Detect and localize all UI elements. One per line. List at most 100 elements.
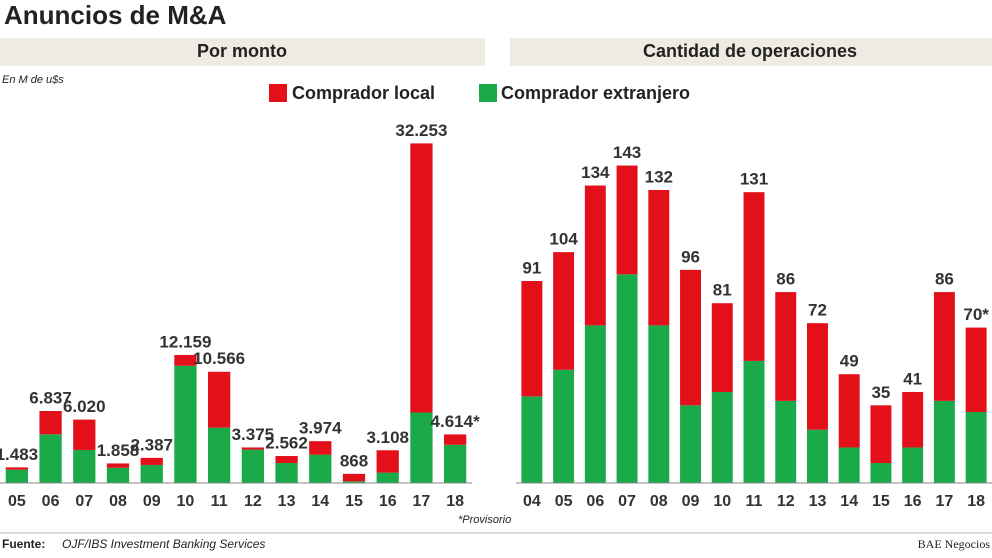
x-tick-label: 11: [746, 493, 763, 510]
bar-segment: [39, 434, 62, 483]
bar-segment: [73, 419, 96, 450]
total-label: 6.020: [63, 397, 106, 416]
x-tick-label: 04: [523, 493, 541, 510]
x-tick-label: 10: [177, 493, 195, 510]
credit: BAE Negocios: [918, 537, 991, 551]
bar-segment: [806, 429, 828, 483]
bar-segment: [39, 411, 62, 435]
total-label: 1.858: [97, 441, 140, 460]
total-label: 104: [549, 230, 578, 249]
x-tick-label: 15: [345, 493, 363, 510]
bar-segment: [743, 192, 765, 361]
bar-segment: [965, 327, 987, 412]
bar-segment: [838, 374, 860, 448]
bar-segment: [241, 449, 264, 483]
bar-segment: [5, 467, 28, 470]
bar-segment: [410, 143, 433, 413]
bar-segment: [870, 405, 892, 464]
bar-segment: [521, 280, 543, 397]
bar-segment: [241, 447, 264, 450]
x-tick-label: 18: [967, 493, 985, 510]
bar-segment: [616, 274, 638, 483]
x-tick-label: 13: [809, 493, 827, 510]
bar-segment: [680, 269, 702, 406]
bar-segment: [806, 323, 828, 430]
bar-segment: [342, 473, 366, 482]
bar-segment: [616, 165, 638, 275]
bar-segment: [275, 463, 298, 483]
x-tick-label: 12: [244, 493, 262, 510]
total-label: 3.375: [232, 425, 275, 444]
x-tick-label: 09: [682, 493, 700, 510]
bar-segment: [5, 469, 28, 483]
total-label: 32.253: [395, 121, 447, 140]
x-tick-label: 11: [211, 493, 228, 510]
bar-segment: [680, 405, 702, 483]
panel-header: [0, 38, 485, 66]
x-tick-label: 08: [650, 493, 668, 510]
x-tick-label: 09: [143, 493, 161, 510]
total-label: 72: [808, 301, 827, 320]
x-tick-label: 08: [109, 493, 127, 510]
x-tick-label: 18: [446, 493, 464, 510]
total-label: 6.837: [29, 388, 72, 407]
footnote: *Provisorio: [458, 514, 511, 526]
bar-segment: [309, 441, 332, 455]
bar-segment: [902, 391, 924, 448]
total-label: 132: [645, 167, 673, 186]
legend-label: Comprador local: [292, 83, 435, 103]
panel-title: Cantidad de operaciones: [643, 41, 857, 61]
bar-segment: [870, 463, 892, 483]
total-label: 96: [681, 247, 700, 266]
bar-segment: [208, 371, 231, 428]
total-label: 91: [522, 258, 541, 277]
bar-segment: [711, 391, 733, 483]
bar-segment: [965, 411, 987, 483]
x-tick-label: 07: [75, 493, 93, 510]
total-label: 1.483: [0, 445, 38, 464]
total-label: 868: [340, 451, 368, 470]
bar-segment: [933, 400, 955, 483]
bar-segment: [309, 454, 332, 483]
x-tick-label: 07: [618, 493, 636, 510]
total-label: 2.562: [265, 434, 308, 453]
panel-title: Por monto: [197, 41, 287, 61]
bar-segment: [106, 463, 130, 468]
bar-segment: [106, 467, 130, 483]
x-tick-label: 14: [311, 493, 329, 510]
total-label: 86: [776, 270, 795, 289]
bar-segment: [208, 427, 231, 483]
x-tick-label: 05: [555, 493, 573, 510]
bar-segment: [342, 481, 366, 483]
unit-note: En M de u$s: [2, 74, 64, 86]
bar-segment: [775, 292, 797, 401]
bar-segment: [140, 457, 163, 465]
bar-segment: [444, 434, 467, 445]
bar-segment: [376, 450, 399, 473]
bar-segment: [521, 396, 543, 483]
total-label: 134: [581, 163, 610, 182]
bar-segment: [584, 185, 606, 326]
bar-segment: [902, 447, 924, 483]
x-tick-label: 06: [42, 493, 60, 510]
bar-segment: [553, 252, 575, 370]
x-tick-label: 06: [586, 493, 604, 510]
x-tick-label: 17: [413, 493, 431, 510]
bar-segment: [775, 400, 797, 483]
x-tick-label: 12: [777, 493, 795, 510]
total-label: 86: [935, 270, 954, 289]
bar-segment: [933, 292, 955, 401]
bar-segment: [648, 325, 670, 483]
x-tick-label: 10: [713, 493, 731, 510]
total-label: 2.387: [130, 435, 173, 454]
source: OJF/IBS Investment Banking Services: [62, 537, 265, 551]
total-label: 81: [713, 281, 732, 300]
legend-swatch: [269, 84, 287, 102]
bar-segment: [73, 449, 96, 483]
panel-header: [510, 38, 992, 66]
bar-segment: [648, 189, 670, 326]
x-tick-label: 16: [904, 493, 922, 510]
total-label: 49: [840, 352, 859, 371]
total-label: 35: [871, 383, 890, 402]
total-label: 131: [740, 170, 768, 189]
